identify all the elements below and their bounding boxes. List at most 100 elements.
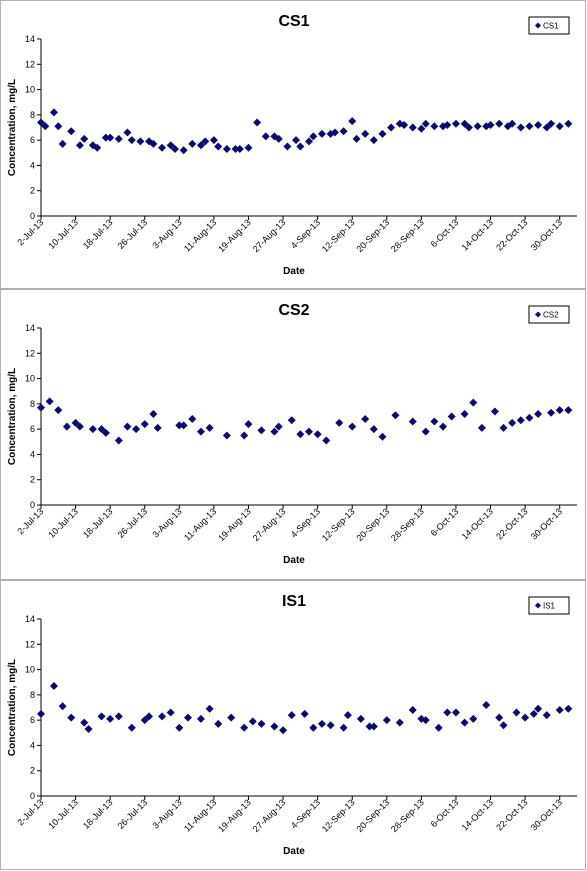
y-tick-label: 2 [30, 766, 35, 776]
data-point [214, 142, 223, 151]
data-point [274, 422, 283, 431]
data-point [67, 713, 76, 722]
x-tick-label: 27-Aug-13 [251, 797, 288, 834]
data-point [369, 722, 378, 731]
legend-marker [535, 22, 541, 29]
data-point [486, 120, 495, 129]
data-point [378, 129, 387, 138]
x-tick-label: 3-Aug-13 [150, 506, 183, 539]
x-tick-label: 11-Aug-13 [182, 506, 218, 542]
x-axis-title: Date [283, 266, 305, 277]
data-point [127, 136, 136, 145]
data-point [361, 415, 370, 424]
data-point [101, 133, 110, 142]
data-point [369, 136, 378, 145]
y-tick-label: 10 [25, 665, 35, 675]
x-tick-label: 22-Oct-13 [494, 217, 529, 252]
y-tick-label: 6 [30, 424, 35, 434]
data-point [317, 719, 326, 728]
y-tick-label: 10 [25, 85, 35, 95]
x-tick-label: 28-Sep-13 [389, 506, 426, 543]
data-point [49, 682, 58, 691]
data-point [516, 416, 525, 425]
x-tick-label: 4-Sep-13 [289, 217, 322, 250]
data-point [382, 716, 391, 725]
y-tick-label: 10 [25, 374, 35, 384]
data-point [145, 712, 154, 721]
data-point [93, 143, 102, 152]
data-point [564, 704, 573, 713]
data-point [106, 714, 115, 723]
data-point [231, 144, 240, 153]
data-point [348, 422, 357, 431]
x-tick-label: 14-Oct-13 [460, 217, 495, 252]
data-point [158, 143, 167, 152]
data-point [451, 119, 460, 128]
x-tick-label: 3-Aug-13 [150, 217, 183, 250]
series-cs2 [37, 397, 573, 445]
data-point [54, 122, 63, 131]
data-point [300, 709, 309, 718]
data-point [209, 136, 218, 145]
x-tick-label: 6-Oct-13 [429, 506, 461, 538]
data-point [534, 409, 543, 418]
data-point [101, 428, 110, 437]
data-point [114, 712, 123, 721]
data-point [460, 718, 469, 727]
y-tick-label: 4 [30, 449, 35, 459]
x-tick-label: 20-Sep-13 [354, 506, 391, 543]
x-tick-label: 12-Sep-13 [320, 217, 357, 254]
legend-box [528, 305, 570, 324]
data-point [469, 398, 478, 407]
data-point [283, 142, 292, 151]
data-point [434, 723, 443, 732]
data-point [564, 406, 573, 415]
data-point [222, 144, 231, 153]
legend-marker [535, 602, 541, 609]
y-tick-label: 8 [30, 110, 35, 120]
legend-label: IS1 [543, 602, 556, 611]
x-axis-title: Date [283, 555, 305, 566]
data-point [97, 425, 106, 434]
data-point [443, 120, 452, 129]
x-tick-label: 11-Aug-13 [182, 217, 218, 253]
data-point [322, 436, 331, 445]
data-point [460, 409, 469, 418]
data-point [123, 422, 132, 431]
data-point [132, 425, 141, 434]
data-point [296, 142, 305, 151]
y-axis-title: Concentration, mg/L [7, 79, 18, 176]
data-point [45, 397, 54, 406]
data-point [188, 139, 197, 148]
y-tick-label: 6 [30, 715, 35, 725]
data-point [106, 133, 115, 142]
data-point [49, 108, 58, 117]
y-tick-label: 8 [30, 690, 35, 700]
x-tick-label: 27-Aug-13 [251, 217, 288, 254]
data-point [287, 711, 296, 720]
data-point [222, 431, 231, 440]
data-point [464, 123, 473, 132]
x-tick-label: 30-Oct-13 [529, 506, 564, 541]
x-tick-label: 18-Jul-13 [81, 797, 115, 831]
data-point [41, 122, 50, 131]
data-point [508, 119, 517, 128]
data-point [421, 119, 430, 128]
y-tick-label: 0 [30, 500, 35, 510]
data-point [123, 128, 132, 137]
data-point [183, 713, 192, 722]
data-point [408, 706, 417, 715]
x-tick-label: 19-Aug-13 [216, 506, 253, 543]
data-point [240, 431, 249, 440]
data-point [196, 141, 205, 150]
data-point [114, 134, 123, 143]
data-point [188, 415, 197, 424]
chart-cs2: CS2 0 2 4 6 8 10 12 14 2-Jul-13 10-Jul-13 18-Jul-13… [7, 302, 577, 566]
data-point [508, 418, 517, 427]
data-point [499, 423, 508, 432]
data-point [257, 719, 266, 728]
data-point [521, 713, 530, 722]
data-point [127, 723, 136, 732]
data-point [196, 427, 205, 436]
x-tick-label: 12-Sep-13 [320, 797, 357, 834]
